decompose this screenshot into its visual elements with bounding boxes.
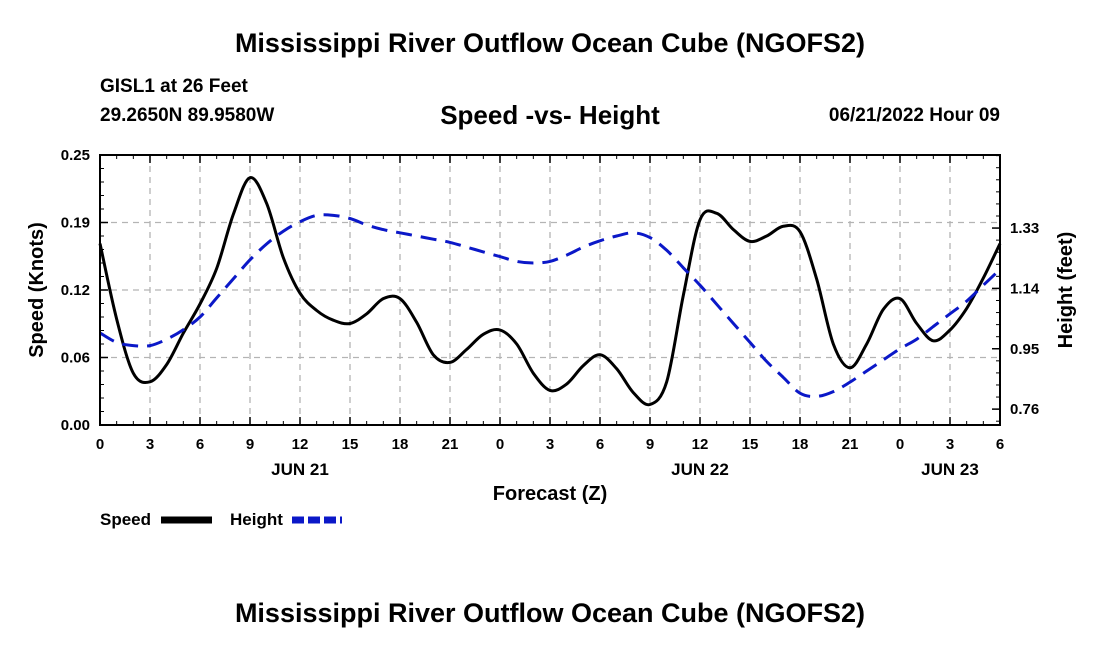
grid-lines — [100, 155, 1000, 425]
x-tick-label: 21 — [442, 436, 459, 453]
x-tick-label: 18 — [792, 436, 809, 453]
x-date-label: JUN 22 — [671, 460, 729, 479]
x-tick-label: 21 — [842, 436, 859, 453]
forecast-datetime: 06/21/2022 Hour 09 — [828, 105, 1000, 126]
axis-labels: 0 3 6 9 12 15 18 21 0 3 6 9 12 15 18 21 0 3 6 JUN 21 JUN 22 J… — [61, 147, 1040, 479]
x-tick-label: 15 — [742, 436, 759, 453]
x-tick-label: 12 — [292, 436, 309, 453]
axis-ticks — [99, 154, 1001, 426]
station-label: GISL1 at 26 Feet — [100, 76, 248, 97]
y-tick-label: 0.19 — [61, 215, 90, 232]
legend-label-height: Height — [230, 510, 283, 529]
x-tick-label: 6 — [196, 436, 204, 453]
y-tick-label: 0.06 — [61, 350, 90, 367]
height-series-line — [99, 213, 1002, 398]
y-tick-label: 0.25 — [61, 147, 90, 164]
x-date-label: JUN 21 — [271, 460, 329, 479]
y2-tick-label: 1.33 — [1010, 220, 1039, 237]
y2-tick-label: 0.95 — [1010, 341, 1039, 358]
legend-label-speed: Speed — [100, 510, 151, 529]
x-tick-label: 15 — [342, 436, 359, 453]
x-tick-label: 9 — [646, 436, 654, 453]
legend: Speed Height — [100, 510, 342, 529]
y2-tick-label: 1.14 — [1010, 280, 1040, 297]
x-tick-label: 3 — [146, 436, 154, 453]
footer-title: Mississippi River Outflow Ocean Cube (NG… — [234, 598, 866, 628]
series-lines — [98, 176, 1002, 407]
chart-title: Mississippi River Outflow Ocean Cube (NG… — [234, 28, 866, 58]
x-tick-label: 12 — [692, 436, 709, 453]
x-tick-label: 9 — [246, 436, 254, 453]
x-tick-label: 0 — [896, 436, 904, 453]
y2-axis-title: Height (feet) — [1055, 232, 1077, 349]
speed-series-line — [98, 176, 1002, 407]
station-coordinates: 29.2650N 89.9580W — [100, 105, 275, 126]
x-axis-title: Forecast (Z) — [493, 483, 607, 505]
chart-subtitle: Speed -vs- Height — [440, 100, 660, 130]
x-tick-label: 3 — [946, 436, 954, 453]
x-tick-label: 18 — [392, 436, 409, 453]
y-tick-label: 0.00 — [61, 417, 90, 434]
y-tick-label: 0.12 — [61, 282, 90, 299]
x-tick-label: 0 — [96, 436, 104, 453]
x-tick-label: 6 — [596, 436, 604, 453]
x-tick-label: 0 — [496, 436, 504, 453]
x-tick-label: 3 — [546, 436, 554, 453]
y-axis-title: Speed (Knots) — [26, 222, 48, 358]
x-date-label: JUN 23 — [921, 460, 979, 479]
y2-tick-label: 0.76 — [1010, 401, 1039, 418]
x-tick-label: 6 — [996, 436, 1004, 453]
